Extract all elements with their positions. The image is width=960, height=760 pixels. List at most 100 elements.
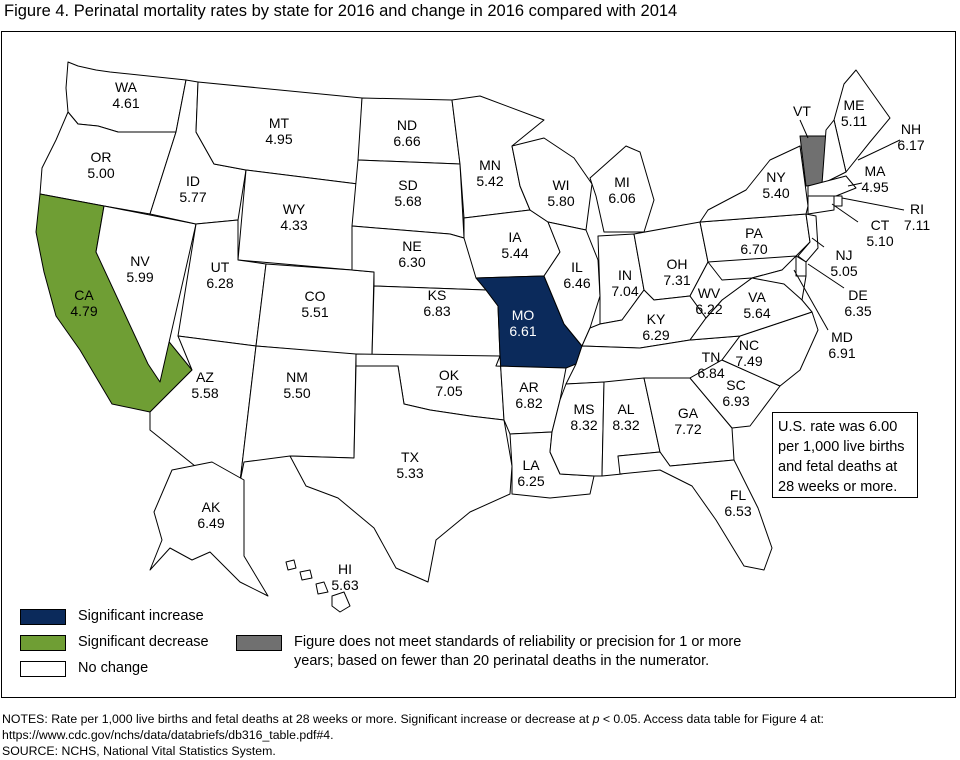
state-label-la: LA — [522, 457, 540, 473]
state-label-nj: NJ — [835, 247, 852, 263]
state-sc — [689, 359, 781, 429]
legend-decrease: Significant decrease — [20, 634, 209, 652]
state-value-ut: 6.28 — [206, 275, 233, 291]
state-value-ca: 4.79 — [70, 303, 97, 319]
state-label-il: IL — [571, 259, 583, 275]
state-value-pa: 6.70 — [740, 241, 767, 257]
state-label-sd: SD — [398, 177, 417, 193]
ma-leader-line — [847, 182, 863, 187]
state-label-me: ME — [844, 97, 865, 113]
state-label-ar: AR — [519, 379, 538, 395]
state-value-ny: 5.40 — [762, 185, 789, 201]
state-value-ne: 6.30 — [398, 254, 425, 270]
state-label-hi: HI — [338, 561, 352, 577]
state-label-nh: NH — [901, 121, 921, 137]
state-value-mi: 6.06 — [608, 190, 635, 206]
legend-unreliable-line-2: years; based on fewer than 20 perinatal … — [294, 653, 710, 669]
state-value-ct: 5.10 — [866, 233, 893, 249]
state-label-pa: PA — [745, 225, 763, 241]
state-nh — [821, 119, 847, 185]
notes-line-1: NOTES: Rate per 1,000 live births and fe… — [2, 711, 824, 727]
state-label-va: VA — [748, 289, 766, 305]
state-value-tx: 5.33 — [396, 465, 423, 481]
state-value-la: 6.25 — [517, 473, 544, 489]
state-label-ny: NY — [766, 169, 786, 185]
state-tx — [289, 365, 513, 583]
state-value-il: 6.46 — [563, 275, 590, 291]
state-label-tx: TX — [401, 449, 420, 465]
notes-line-2[interactable]: https://www.cdc.gov/nchs/data/databriefs… — [2, 728, 334, 742]
state-label-ak: AK — [202, 499, 221, 515]
state-label-nc: NC — [739, 337, 759, 353]
state-value-wy: 4.33 — [280, 217, 307, 233]
state-label-mi: MI — [614, 174, 630, 190]
legend-unreliable: Figure does not meet standards of reliab… — [236, 633, 741, 671]
legend-label-no-change: No change — [78, 660, 149, 676]
de-leader-line — [807, 263, 845, 289]
ct-leader-line — [831, 203, 859, 223]
legend-unreliable-line-1: Figure does not meet standards of reliab… — [294, 634, 742, 650]
state-label-ia: IA — [508, 229, 522, 245]
states-layer — [35, 61, 891, 613]
state-label-co: CO — [305, 288, 326, 304]
state-fl — [617, 451, 773, 571]
us-rate-line-4: 28 weeks or more. — [778, 479, 898, 495]
state-value-oh: 7.31 — [663, 272, 690, 288]
nh-leader-line — [857, 139, 901, 161]
md-leader-line — [793, 269, 829, 331]
state-label-ms: MS — [574, 401, 595, 417]
legend-label-increase: Significant increase — [78, 608, 204, 624]
state-value-wi: 5.80 — [547, 193, 574, 209]
state-label-mt: MT — [269, 115, 290, 131]
state-value-ga: 7.72 — [674, 421, 701, 437]
state-label-ne: NE — [402, 238, 421, 254]
notes-line-1-pre: NOTES: Rate per 1,000 live births and fe… — [2, 712, 593, 726]
state-label-vt: VT — [793, 103, 811, 119]
state-value-nv: 5.99 — [126, 269, 153, 285]
state-value-or: 5.00 — [87, 165, 114, 181]
state-label-oh: OH — [667, 256, 688, 272]
state-value-co: 5.51 — [301, 304, 328, 320]
state-label-ga: GA — [678, 405, 699, 421]
state-value-ia: 5.44 — [501, 245, 528, 261]
state-value-id: 5.77 — [179, 189, 206, 205]
state-label-ri: RI — [910, 201, 924, 217]
state-label-wa: WA — [115, 79, 138, 95]
state-label-wy: WY — [283, 201, 306, 217]
state-labels: WA4.61OR5.00CA4.79NV5.99ID5.77MT4.95WY4.… — [70, 79, 930, 593]
us-rate-note: U.S. rate was 6.00 per 1,000 live births… — [772, 412, 918, 498]
state-value-tn: 6.84 — [697, 365, 724, 381]
state-value-nd: 6.66 — [393, 133, 420, 149]
state-value-mo: 6.61 — [509, 323, 536, 339]
state-label-fl: FL — [730, 487, 747, 503]
state-ma — [807, 175, 857, 197]
state-ms — [549, 381, 605, 477]
state-label-tn: TN — [702, 349, 721, 365]
legend-swatch-no-change — [20, 661, 66, 677]
state-value-nh: 6.17 — [897, 137, 924, 153]
legend-label-unreliable: Figure does not meet standards of reliab… — [294, 633, 741, 671]
state-value-ak: 6.49 — [197, 515, 224, 531]
state-label-de: DE — [848, 287, 867, 303]
state-value-fl: 6.53 — [724, 503, 751, 519]
state-value-mt: 4.95 — [265, 131, 292, 147]
state-value-ok: 7.05 — [435, 383, 462, 399]
state-hi — [285, 559, 351, 613]
state-label-nm: NM — [286, 369, 308, 385]
state-value-me: 5.11 — [841, 113, 867, 129]
state-mi — [589, 145, 655, 233]
us-rate-line-3: and fetal deaths at — [778, 459, 898, 475]
state-value-ar: 6.82 — [515, 395, 542, 411]
state-value-nm: 5.50 — [283, 385, 310, 401]
vt-leader-line — [799, 119, 809, 139]
state-label-ok: OK — [439, 367, 460, 383]
state-label-az: AZ — [196, 369, 214, 385]
state-value-nj: 5.05 — [830, 263, 857, 279]
state-label-ky: KY — [647, 311, 666, 327]
state-label-in: IN — [618, 267, 632, 283]
us-rate-line-2: per 1,000 live births — [778, 439, 905, 455]
state-label-or: OR — [91, 149, 112, 165]
state-value-mn: 5.42 — [476, 173, 503, 189]
state-value-wv: 6.22 — [695, 301, 722, 317]
nj-leader-line — [811, 237, 825, 248]
